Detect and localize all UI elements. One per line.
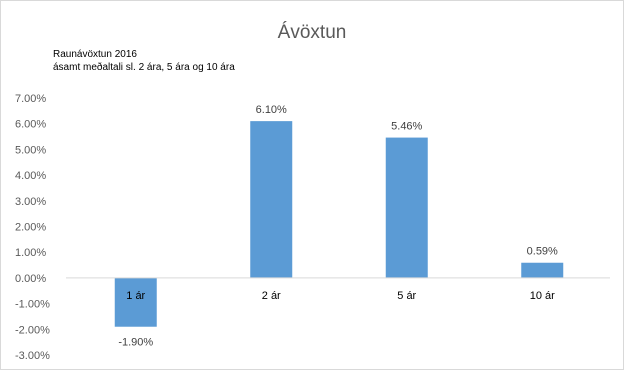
bar [521, 262, 564, 278]
chart-subtitle-line-2: ásamt meðaltali sl. 2 ára, 5 ára og 10 á… [53, 62, 235, 73]
chart-title: Ávöxtun [277, 22, 347, 43]
y-tick-label: -2.00% [15, 324, 50, 336]
y-tick-label: -1.00% [15, 299, 50, 311]
category-label: 2 ár [262, 290, 281, 302]
y-tick-label: 0.00% [15, 273, 46, 285]
category-label: 5 ár [397, 290, 416, 302]
bar [385, 137, 428, 278]
bar [250, 121, 293, 278]
bar [114, 277, 157, 327]
y-tick-label: 3.00% [15, 196, 46, 208]
y-tick-label: 6.00% [15, 119, 46, 131]
y-tick-label: 5.00% [15, 144, 46, 156]
y-tick-label: 4.00% [15, 170, 46, 182]
data-label: 5.46% [391, 121, 422, 133]
y-tick-label: 1.00% [15, 247, 46, 259]
category-label: 1 ár [126, 290, 145, 302]
y-tick-label: 7.00% [15, 93, 46, 105]
y-tick-label: -3.00% [15, 350, 50, 362]
chart-subtitle-line-1: Raunávöxtun 2016 [53, 49, 137, 60]
data-label: 0.59% [527, 246, 558, 258]
data-label: 6.10% [256, 104, 287, 116]
category-label: 10 ár [530, 290, 555, 302]
data-label: -1.90% [118, 337, 153, 349]
y-tick-label: 2.00% [15, 222, 46, 234]
